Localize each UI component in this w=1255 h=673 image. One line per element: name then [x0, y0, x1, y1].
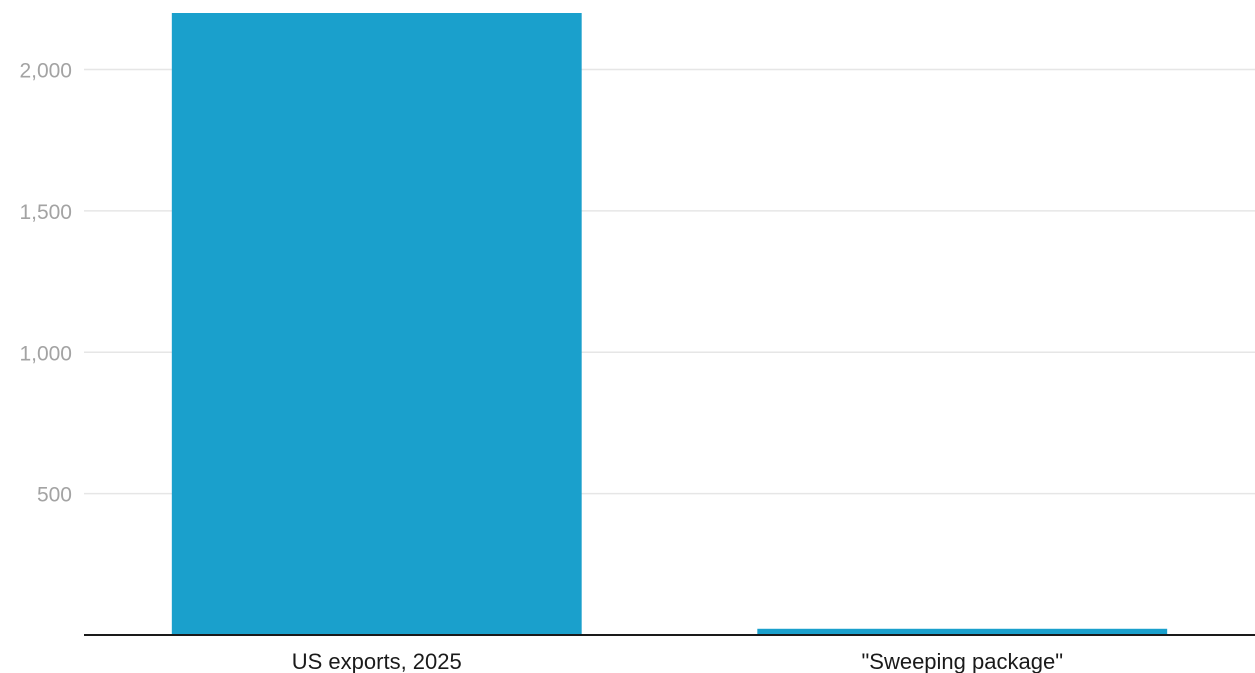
y-tick-label: 500	[37, 484, 72, 507]
y-axis-tick-labels: 500 1,000 1,500 2,000	[19, 60, 72, 507]
bar	[171, 13, 582, 635]
x-axis-category-labels: US exports, 2025 "Sweeping package"	[292, 649, 1063, 673]
bars	[171, 13, 1168, 635]
x-category-label: US exports, 2025	[292, 649, 462, 673]
y-tick-label: 2,000	[19, 60, 72, 83]
bar	[757, 628, 1168, 635]
y-tick-label: 1,000	[19, 342, 72, 365]
y-tick-label: 1,500	[19, 201, 72, 224]
x-category-label: "Sweeping package"	[861, 649, 1063, 673]
